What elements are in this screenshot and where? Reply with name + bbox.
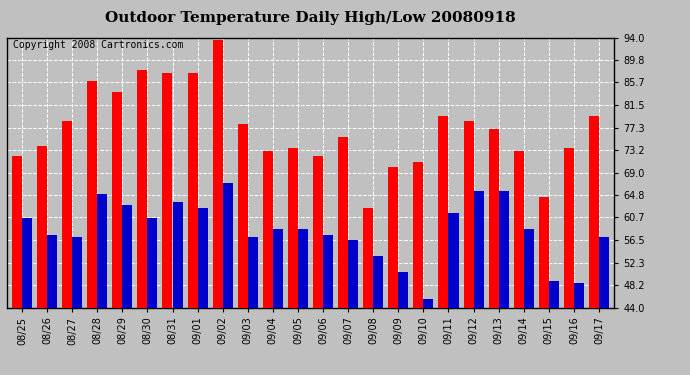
Bar: [363, 208, 373, 308]
Bar: [313, 156, 323, 308]
Bar: [438, 116, 449, 308]
Bar: [448, 213, 459, 308]
Bar: [197, 208, 208, 308]
Bar: [22, 218, 32, 308]
Bar: [398, 272, 408, 308]
Bar: [323, 235, 333, 308]
Bar: [162, 73, 172, 308]
Bar: [62, 121, 72, 308]
Bar: [223, 183, 233, 308]
Text: Copyright 2008 Cartronics.com: Copyright 2008 Cartronics.com: [13, 40, 184, 50]
Bar: [122, 205, 132, 308]
Bar: [97, 194, 107, 308]
Bar: [148, 218, 157, 308]
Bar: [72, 237, 82, 308]
Bar: [499, 191, 509, 308]
Bar: [37, 146, 47, 308]
Bar: [12, 156, 22, 308]
Bar: [137, 70, 148, 308]
Bar: [188, 73, 197, 308]
Bar: [47, 235, 57, 308]
Bar: [213, 40, 223, 308]
Bar: [589, 116, 599, 308]
Bar: [524, 229, 534, 308]
Bar: [273, 229, 283, 308]
Bar: [413, 162, 424, 308]
Bar: [263, 151, 273, 308]
Bar: [574, 283, 584, 308]
Bar: [338, 137, 348, 308]
Bar: [464, 121, 473, 308]
Bar: [112, 92, 122, 308]
Bar: [238, 124, 248, 308]
Bar: [424, 299, 433, 307]
Bar: [549, 280, 559, 308]
Bar: [539, 197, 549, 308]
Bar: [248, 237, 258, 308]
Bar: [348, 240, 358, 308]
Bar: [388, 167, 398, 308]
Text: Outdoor Temperature Daily High/Low 20080918: Outdoor Temperature Daily High/Low 20080…: [105, 11, 516, 25]
Bar: [373, 256, 383, 307]
Bar: [489, 129, 499, 308]
Bar: [599, 237, 609, 308]
Bar: [87, 81, 97, 308]
Bar: [298, 229, 308, 308]
Bar: [473, 191, 484, 308]
Bar: [288, 148, 298, 308]
Bar: [514, 151, 524, 308]
Bar: [564, 148, 574, 308]
Bar: [172, 202, 183, 308]
